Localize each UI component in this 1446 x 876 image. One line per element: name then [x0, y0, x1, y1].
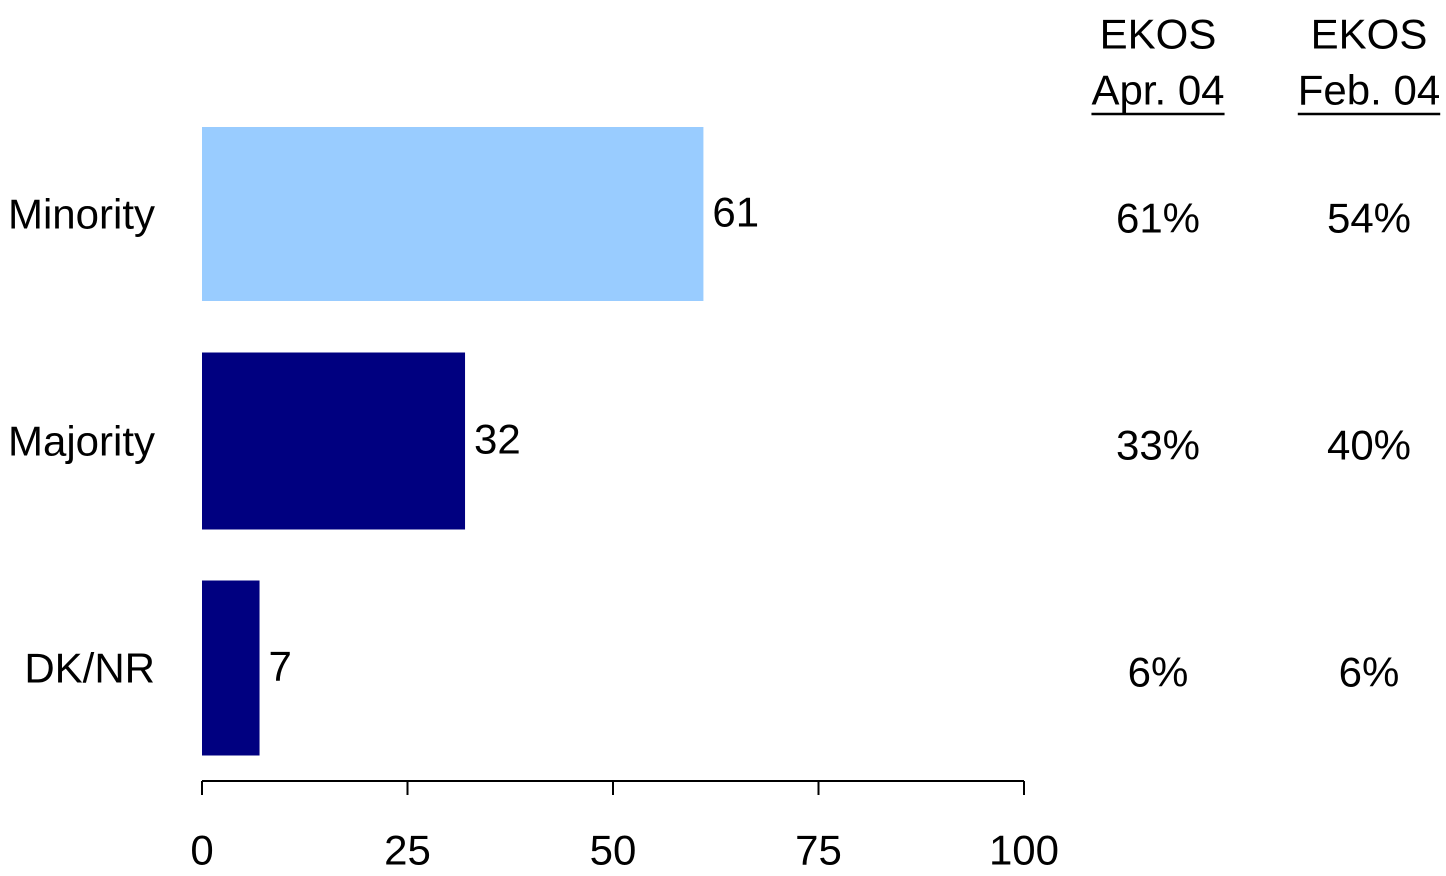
comparison-header-date: Apr. 04 [1091, 67, 1224, 114]
comparison-value: 6% [1128, 649, 1189, 696]
comparison-header-source: EKOS [1311, 11, 1428, 58]
x-tick-label: 0 [190, 827, 213, 874]
bar-dk-nr [202, 580, 260, 756]
x-tick-label: 50 [590, 827, 637, 874]
data-label: 7 [269, 643, 292, 690]
x-axis: 0 25 50 75 100 [190, 780, 1059, 874]
comparison-value: 40% [1327, 422, 1411, 469]
comparison-header-date: Feb. 04 [1298, 67, 1440, 114]
comparison-table: EKOS Apr. 04 61% 33% 6% EKOS Feb. 04 54% 40% 6% [1091, 11, 1441, 696]
data-labels-group: 61 32 7 [269, 189, 760, 690]
data-label: 61 [712, 189, 759, 236]
category-label: Minority [8, 191, 155, 238]
bars-group [202, 127, 704, 756]
x-tick-label: 25 [384, 827, 431, 874]
category-label: DK/NR [24, 645, 155, 692]
comparison-value: 33% [1116, 422, 1200, 469]
category-labels-group: Minority Majority DK/NR [8, 191, 155, 692]
comparison-value: 6% [1339, 649, 1400, 696]
x-tick-label: 75 [795, 827, 842, 874]
bar-minority [202, 127, 704, 301]
comparison-header-source: EKOS [1100, 11, 1217, 58]
comparison-value: 61% [1116, 195, 1200, 242]
x-tick-label: 100 [989, 827, 1059, 874]
bar-majority [202, 352, 466, 530]
data-label: 32 [474, 416, 521, 463]
comparison-value: 54% [1327, 195, 1411, 242]
category-label: Majority [8, 418, 155, 465]
